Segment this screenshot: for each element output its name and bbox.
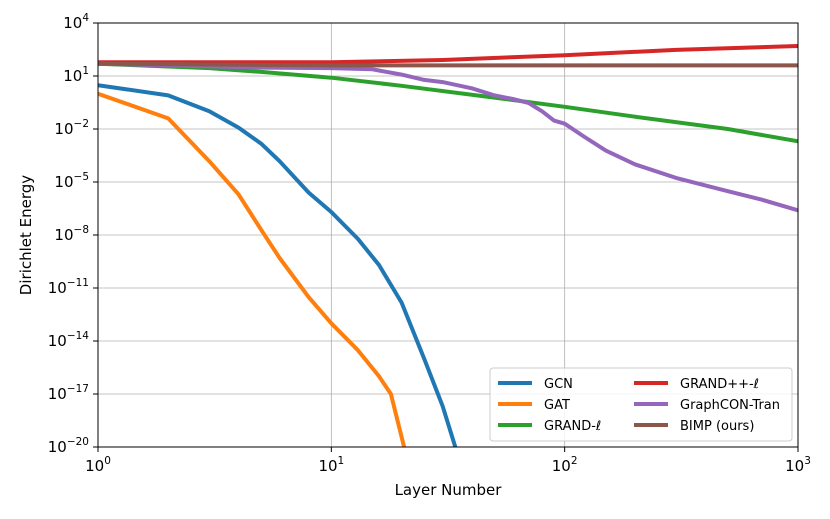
series-line-4 bbox=[98, 61, 798, 213]
series-line-2 bbox=[98, 61, 798, 144]
y-tick-label: 10−17 bbox=[48, 383, 89, 403]
x-axis-label: Layer Number bbox=[395, 481, 503, 499]
y-tick-label: 10−5 bbox=[54, 171, 89, 191]
x-tick-label: 102 bbox=[552, 455, 578, 475]
y-tick-label: 10−20 bbox=[48, 436, 89, 456]
legend-label-0: GCN bbox=[544, 377, 573, 392]
series-line-3 bbox=[98, 44, 798, 65]
x-tick-label: 100 bbox=[85, 455, 111, 475]
y-tick-label: 101 bbox=[63, 65, 89, 85]
legend: GCN GAT GRAND-ℓ GRAND++-ℓ GraphCON-Tran BIMP … bbox=[489, 367, 793, 442]
series-line-0 bbox=[98, 83, 458, 447]
x-tick-label: 103 bbox=[785, 455, 811, 475]
series-lines bbox=[98, 44, 798, 447]
series-line-1 bbox=[98, 91, 407, 447]
y-tick-label: 10−2 bbox=[54, 118, 89, 138]
y-tick-label: 10−8 bbox=[54, 224, 89, 244]
x-tick-label: 101 bbox=[318, 455, 344, 475]
series-line-5 bbox=[98, 61, 798, 68]
legend-label-2: GRAND-ℓ bbox=[544, 419, 601, 434]
y-tick-label: 10−14 bbox=[48, 330, 90, 350]
y-axis-label: Dirichlet Energy bbox=[17, 175, 35, 295]
legend-label-4: GraphCON-Tran bbox=[680, 398, 780, 413]
legend-label-3: GRAND++-ℓ bbox=[680, 377, 759, 392]
axis-ticks: 100 101 102 103 104 101 10−2 10−5 10−8 10−11 10−14… bbox=[48, 12, 811, 475]
legend-label-5: BIMP (ours) bbox=[680, 419, 754, 434]
y-tick-label: 10−11 bbox=[48, 277, 89, 297]
y-tick-label: 104 bbox=[63, 12, 89, 32]
legend-label-1: GAT bbox=[544, 398, 570, 413]
